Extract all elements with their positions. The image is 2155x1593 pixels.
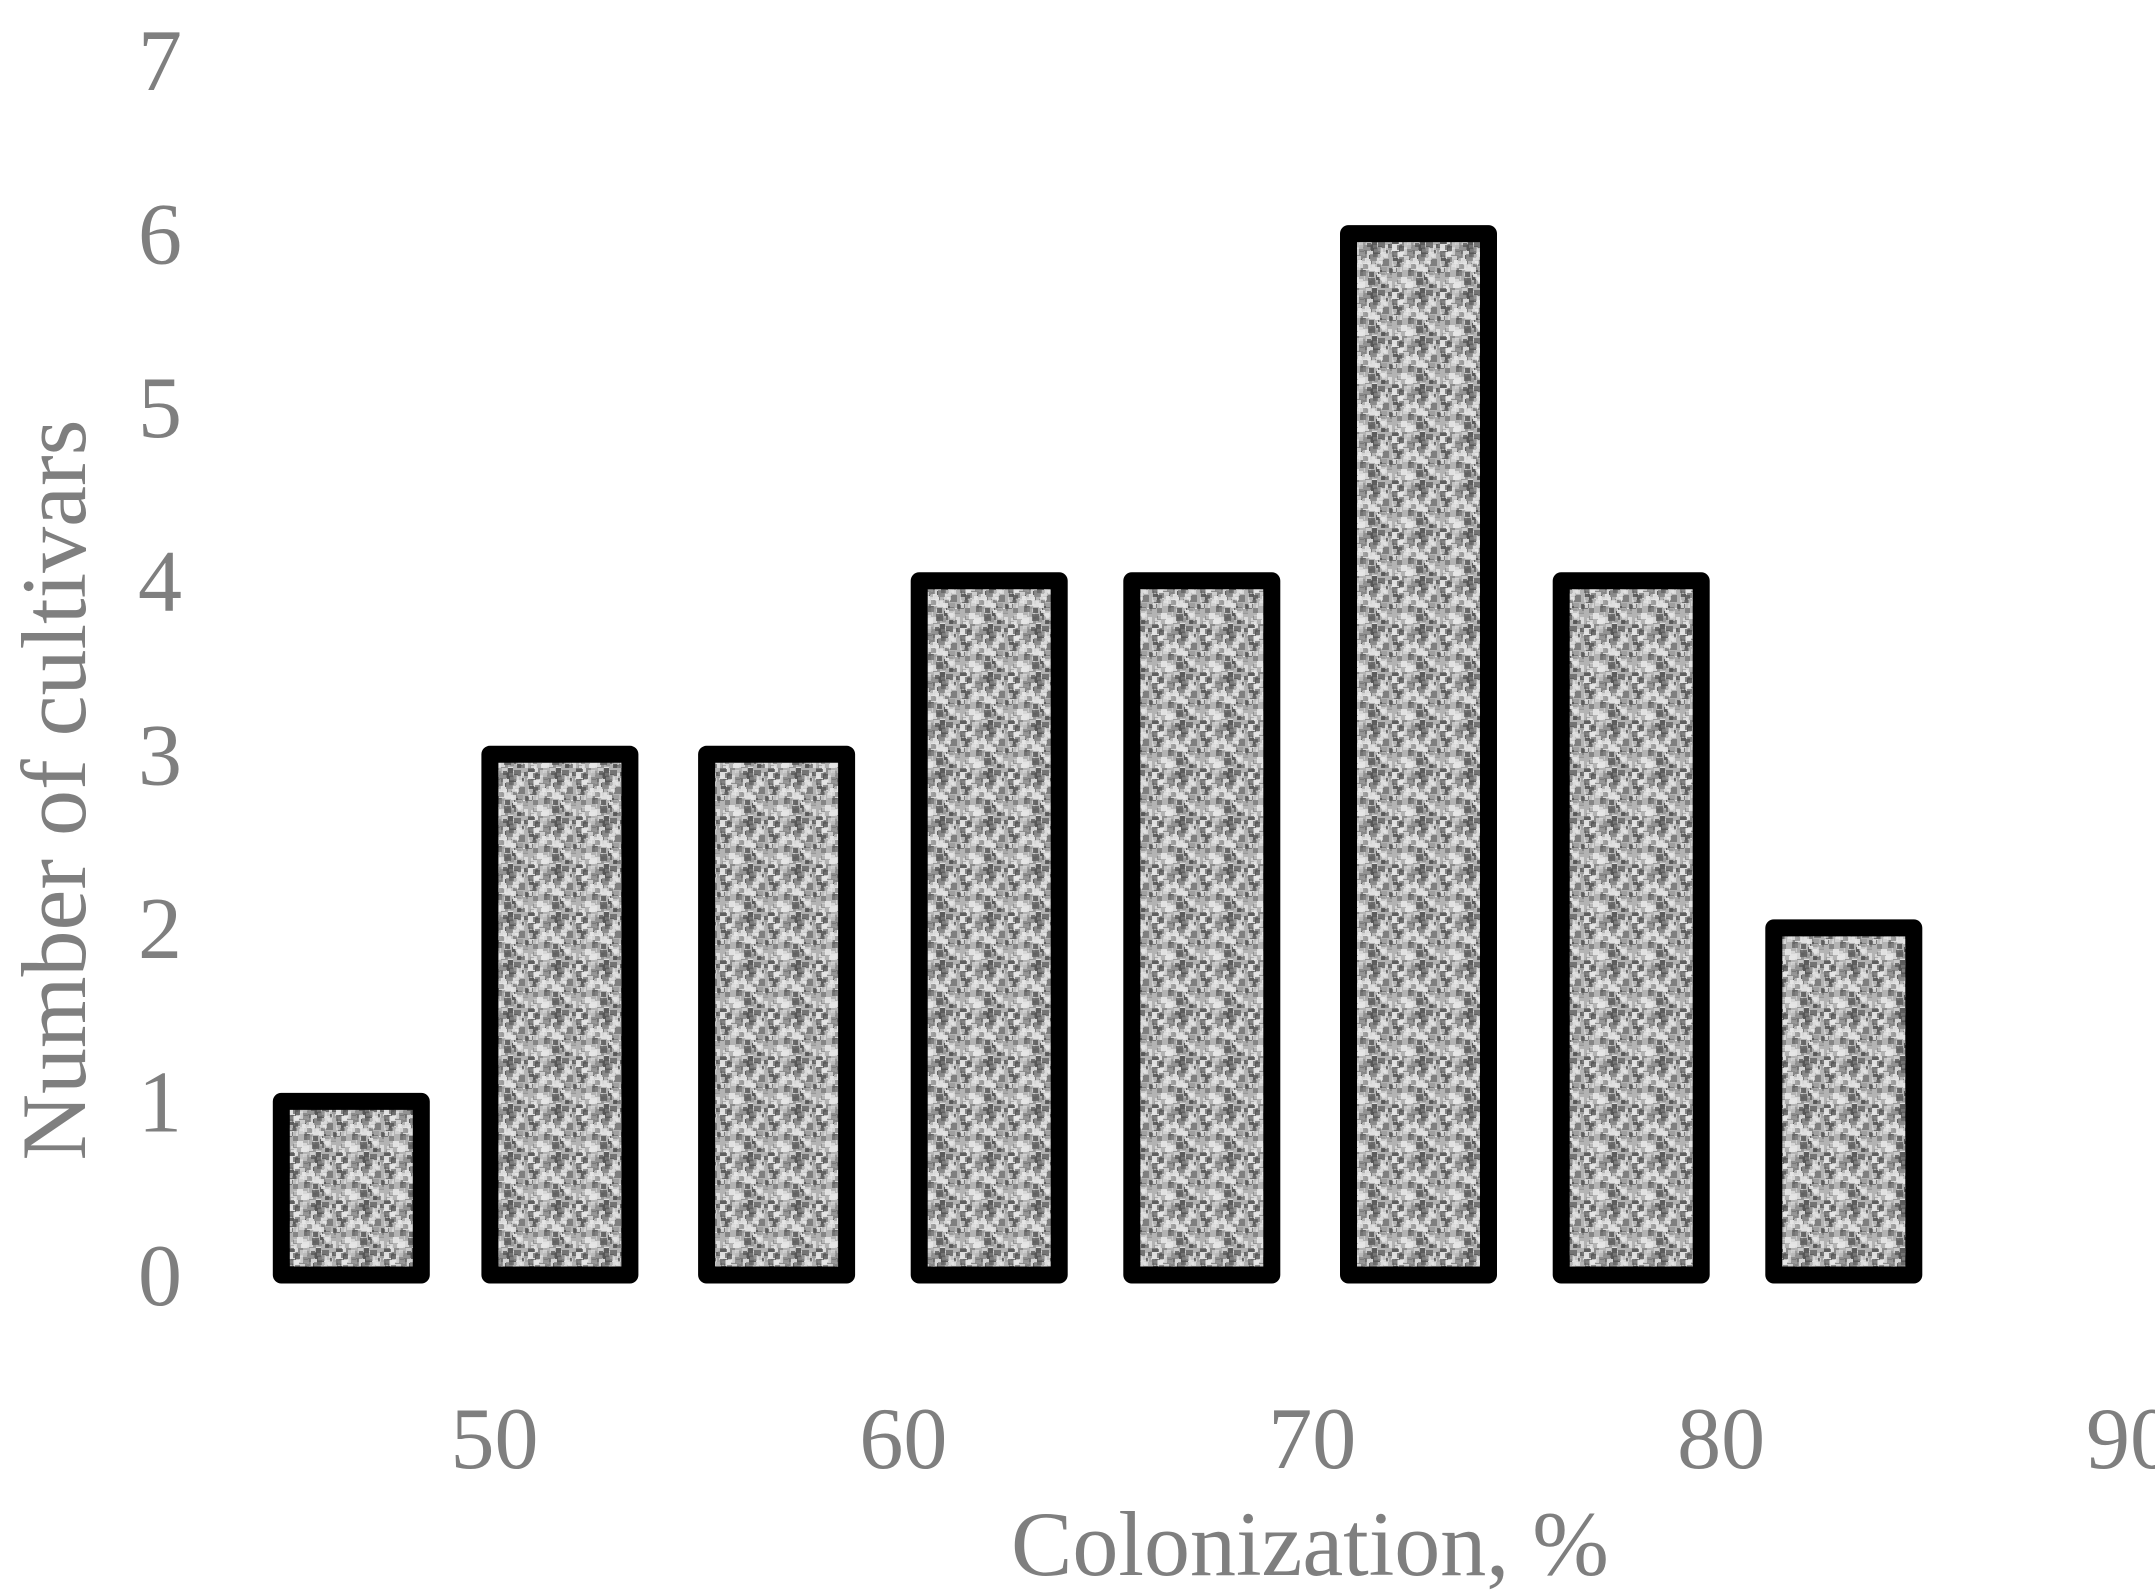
x-axis-tick-labels: 50 60 70 80 90	[450, 1391, 2155, 1488]
x-tick-label: 90	[2086, 1391, 2155, 1488]
y-tick-label: 4	[138, 534, 182, 631]
bar	[1123, 572, 1281, 1284]
y-tick-label: 3	[138, 707, 182, 804]
y-tick-label: 2	[138, 881, 182, 978]
bar	[698, 745, 856, 1284]
bar	[1765, 919, 1923, 1284]
y-tick-label: 0	[138, 1228, 182, 1325]
y-tick-label: 1	[138, 1054, 182, 1151]
bar	[272, 1092, 430, 1284]
bar	[481, 745, 639, 1284]
x-tick-label: 60	[859, 1391, 947, 1488]
y-tick-label: 5	[138, 360, 182, 457]
y-tick-label: 7	[138, 13, 182, 110]
x-tick-label: 70	[1268, 1391, 1356, 1488]
bar	[1340, 225, 1497, 1284]
x-axis-title: Colonization, %	[1011, 1493, 1609, 1593]
y-tick-label: 6	[138, 187, 182, 284]
y-axis-tick-labels: 0 1 2 3 4 5 6 7	[138, 13, 182, 1325]
x-tick-label: 50	[450, 1391, 538, 1488]
bars-group	[272, 225, 1923, 1284]
x-tick-label: 80	[1677, 1391, 1765, 1488]
bar	[910, 572, 1068, 1284]
bar	[1552, 572, 1710, 1284]
y-axis-title: Number of cultivars	[3, 420, 105, 1161]
